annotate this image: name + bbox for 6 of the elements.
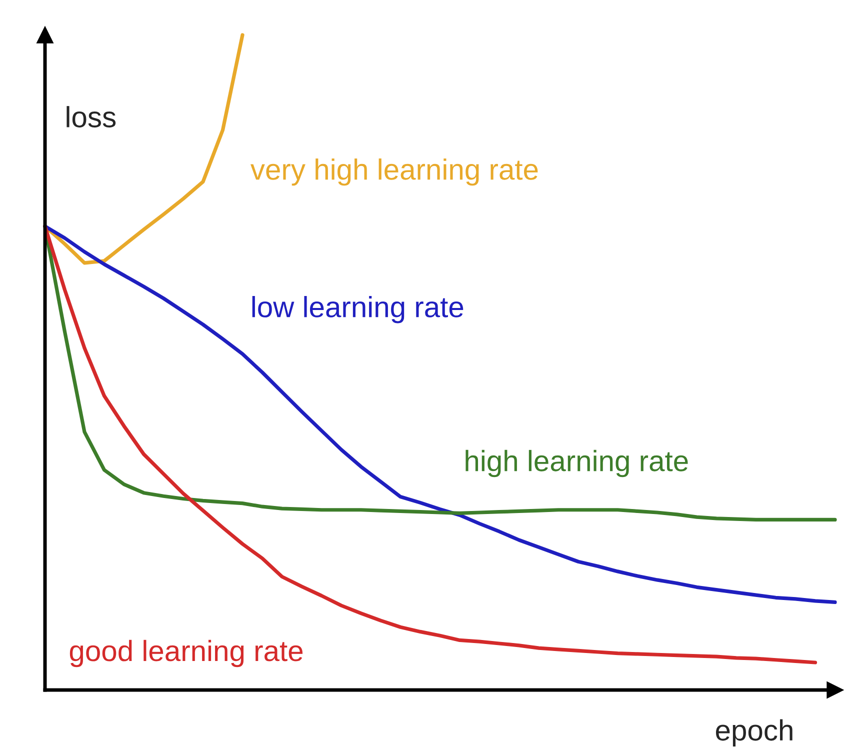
series-label: very high learning rate [250,158,538,186]
series-label: high learning rate [466,450,688,478]
series-label: low learning rate [252,296,464,324]
x-axis-title: epoch [716,719,792,746]
y-axis-title: loss [66,106,116,128]
series-label: good learning rate [70,640,303,668]
